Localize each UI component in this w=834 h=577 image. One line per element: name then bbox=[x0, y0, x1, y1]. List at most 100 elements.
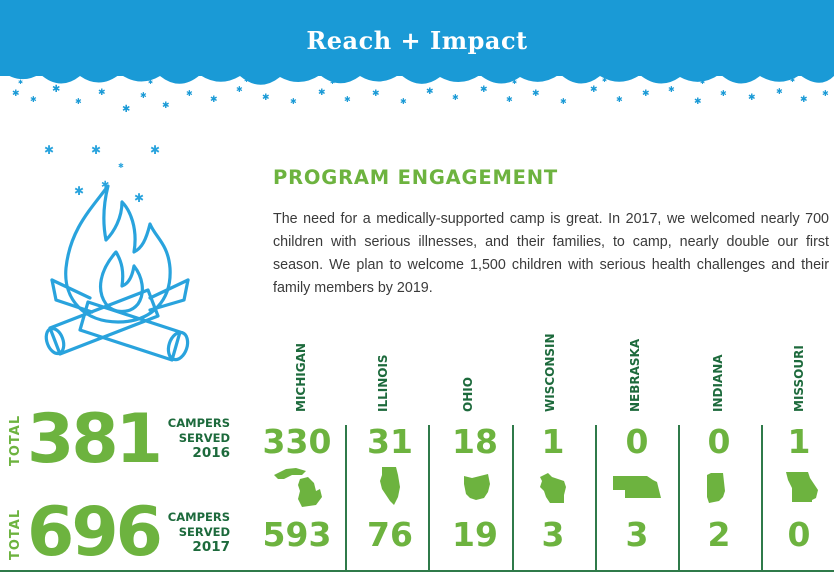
snowflake-icon: ✱ bbox=[790, 77, 795, 84]
snowflake-icon: ✱ bbox=[616, 95, 623, 104]
svg-text:✱: ✱ bbox=[44, 143, 54, 157]
snowflake-icon: ✱ bbox=[418, 77, 423, 84]
snowflake-icon: ✱ bbox=[186, 89, 193, 98]
total-label-2016: TOTAL bbox=[8, 414, 23, 466]
indiana-2016: 0 bbox=[707, 422, 731, 461]
svg-text:✱: ✱ bbox=[101, 180, 109, 191]
snowflake-icon: ✱ bbox=[30, 95, 37, 104]
snowflake-icon: ✱ bbox=[12, 89, 20, 99]
snowflake-icon: ✱ bbox=[668, 85, 675, 94]
svg-text:✱: ✱ bbox=[150, 143, 160, 157]
state-name-ohio: OHIO bbox=[461, 377, 475, 412]
total-2017-value: 696 bbox=[27, 493, 163, 572]
bottom-rule bbox=[0, 570, 834, 572]
year-2016: 2016 bbox=[192, 445, 230, 461]
snowflake-icon: ✱ bbox=[642, 89, 650, 99]
snowflake-icon: ✱ bbox=[148, 79, 153, 86]
nebraska-2016: 0 bbox=[625, 422, 649, 461]
snowflake-icon: ✱ bbox=[590, 85, 598, 95]
campers-caption: CAMPERS bbox=[167, 416, 230, 430]
column-divider bbox=[512, 425, 514, 570]
svg-text:✱: ✱ bbox=[91, 143, 101, 157]
ohio-shape-icon bbox=[464, 474, 490, 500]
snowflake-icon: ✱ bbox=[344, 95, 351, 104]
campers-served-2016: CAMPERS SERVED 2016 bbox=[160, 416, 230, 461]
snowflake-icon: ✱ bbox=[452, 93, 459, 102]
snowflake-icon: ✱ bbox=[244, 77, 249, 84]
indiana-2017: 2 bbox=[707, 515, 731, 554]
ohio-2017: 19 bbox=[452, 515, 498, 554]
missouri-2016: 1 bbox=[787, 422, 811, 461]
campfire-icon: ✱ ✱ ✱ ✱ ✱ ✱ ✱ bbox=[44, 143, 190, 362]
svg-text:✱: ✱ bbox=[118, 162, 124, 170]
column-divider bbox=[428, 425, 430, 570]
snowflake-icon: ✱ bbox=[330, 79, 335, 86]
campers-caption: CAMPERS bbox=[167, 510, 230, 524]
snowflake-icon: ✱ bbox=[426, 87, 434, 97]
indiana-shape-icon bbox=[707, 473, 725, 503]
ohio-2016: 18 bbox=[452, 422, 498, 461]
snowflake-icon: ✱ bbox=[372, 89, 380, 99]
wisconsin-2016: 1 bbox=[541, 422, 565, 461]
svg-text:✱: ✱ bbox=[134, 191, 144, 205]
state-name-michigan: MICHIGAN bbox=[294, 343, 308, 412]
snowflake-icon: ✱ bbox=[506, 95, 513, 104]
wisconsin-2017: 3 bbox=[541, 515, 565, 554]
snowflake-icon: ✱ bbox=[532, 89, 540, 99]
snowflake-icon: ✱ bbox=[602, 77, 607, 84]
missouri-shape-icon bbox=[786, 472, 818, 502]
campers-served-2017: CAMPERS SERVED 2017 bbox=[160, 510, 230, 555]
total-2016-value: 381 bbox=[27, 400, 163, 479]
illinois-2017: 76 bbox=[367, 515, 413, 554]
header-banner: ✱✱✱✱✱✱✱✱✱✱✱✱ ✱✱✱✱✱✱✱✱✱✱✱✱✱✱ ✱✱✱ ✱✱✱✱✱ ✱ ✱ ✱ ✱ ✱ ✱… bbox=[0, 0, 834, 115]
snowflake-icon: ✱ bbox=[122, 104, 130, 115]
snowflake-icon: ✱ bbox=[694, 97, 702, 107]
snowflake-icon: ✱ bbox=[236, 85, 243, 94]
snowflake-icon: ✱ bbox=[800, 95, 808, 105]
state-name-nebraska: NEBRASKA bbox=[628, 338, 642, 412]
snowflake-icon: ✱ bbox=[64, 77, 69, 84]
served-caption: SERVED bbox=[178, 431, 230, 445]
year-2017: 2017 bbox=[192, 539, 230, 555]
snowflake-icon: ✱ bbox=[400, 97, 407, 106]
served-caption: SERVED bbox=[178, 525, 230, 539]
snowflake-icon: ✱ bbox=[52, 84, 60, 95]
column-divider bbox=[595, 425, 597, 570]
illinois-shape-icon bbox=[380, 467, 400, 505]
section-heading: PROGRAM ENGAGEMENT bbox=[273, 166, 559, 189]
snowflake-icon: ✱ bbox=[140, 91, 147, 100]
total-label-2017: TOTAL bbox=[8, 508, 23, 560]
state-name-illinois: ILLINOIS bbox=[376, 354, 390, 412]
snowflake-icon: ✱ bbox=[700, 79, 705, 86]
state-name-wisconsin: WISCONSIN bbox=[543, 333, 557, 412]
column-divider bbox=[761, 425, 763, 570]
snowflake-icon: ✱ bbox=[822, 89, 829, 98]
snowflake-icon: ✱ bbox=[162, 101, 170, 111]
snowflake-icon: ✱ bbox=[210, 95, 218, 105]
column-divider bbox=[345, 425, 347, 570]
snowflake-icon: ✱ bbox=[262, 93, 270, 103]
michigan-2016: 330 bbox=[262, 422, 332, 461]
snowflake-icon: ✱ bbox=[748, 93, 756, 103]
section-body: The need for a medically-supported camp … bbox=[273, 211, 829, 296]
snowflake-icon: ✱ bbox=[290, 97, 297, 106]
nebraska-2017: 3 bbox=[625, 515, 649, 554]
michigan-shape-icon bbox=[274, 468, 322, 507]
snowflake-icon: ✱ bbox=[98, 88, 106, 98]
missouri-2017: 0 bbox=[787, 515, 811, 554]
michigan-2017: 593 bbox=[262, 515, 332, 554]
page-title: Reach + Impact bbox=[306, 26, 528, 55]
snowflake-icon: ✱ bbox=[512, 79, 517, 86]
snowflake-icon: ✱ bbox=[560, 97, 567, 106]
svg-text:✱: ✱ bbox=[74, 184, 84, 198]
nebraska-shape-icon bbox=[613, 476, 661, 498]
column-divider bbox=[678, 425, 680, 570]
state-name-missouri: MISSOURI bbox=[792, 345, 806, 412]
snowflake-icon: ✱ bbox=[18, 79, 23, 86]
state-name-indiana: INDIANA bbox=[711, 354, 725, 412]
snowflake-icon: ✱ bbox=[318, 88, 326, 98]
snowflake-icon: ✱ bbox=[480, 85, 488, 95]
illinois-2016: 31 bbox=[367, 422, 413, 461]
wisconsin-shape-icon bbox=[540, 473, 566, 503]
snowflake-icon: ✱ bbox=[75, 97, 82, 106]
